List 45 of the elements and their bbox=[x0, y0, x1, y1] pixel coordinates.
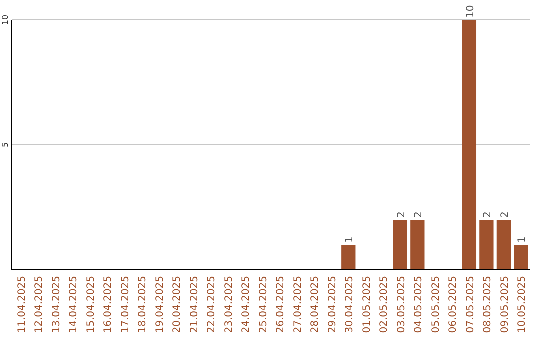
data-label: 10 bbox=[465, 5, 476, 18]
x-tick-label: 07.05.2025 bbox=[465, 276, 476, 334]
x-tick-label: 14.04.2025 bbox=[68, 276, 80, 334]
x-tick-label: 11.04.2025 bbox=[16, 276, 28, 334]
x-tick-label: 30.04.2025 bbox=[344, 276, 356, 334]
x-tick-label: 20.04.2025 bbox=[172, 276, 184, 334]
x-tick-label: 12.04.2025 bbox=[34, 276, 46, 334]
x-tick-label: 28.04.2025 bbox=[310, 276, 322, 334]
bar bbox=[514, 245, 528, 270]
x-tick-label: 19.04.2025 bbox=[154, 276, 166, 334]
x-tick-label: 01.05.2025 bbox=[362, 276, 373, 334]
x-tick-label: 26.04.2025 bbox=[276, 276, 287, 334]
x-tick-label: 17.04.2025 bbox=[120, 276, 132, 334]
data-label: 1 bbox=[344, 236, 356, 243]
data-label: 2 bbox=[500, 212, 511, 218]
x-tick-label: 05.05.2025 bbox=[430, 276, 442, 334]
x-tick-label: 23.04.2025 bbox=[224, 276, 235, 334]
bar bbox=[480, 220, 494, 270]
x-tick-label: 21.04.2025 bbox=[189, 276, 200, 334]
bar bbox=[410, 220, 425, 270]
x-tick-label: 29.04.2025 bbox=[327, 276, 338, 334]
x-tick-label: 16.04.2025 bbox=[103, 276, 114, 334]
x-tick-label: 08.05.2025 bbox=[482, 276, 494, 334]
x-tick-label: 25.04.2025 bbox=[258, 276, 270, 334]
x-tick-label: 03.05.2025 bbox=[396, 276, 408, 334]
x-tick-label: 04.05.2025 bbox=[414, 276, 425, 334]
x-tick-label: 09.05.2025 bbox=[500, 276, 511, 334]
bar bbox=[496, 220, 512, 270]
x-tick-label: 27.04.2025 bbox=[292, 276, 304, 334]
x-tick-label: 18.04.2025 bbox=[138, 276, 149, 334]
x-tick-label: 24.04.2025 bbox=[241, 276, 252, 334]
x-tick-label: 15.04.2025 bbox=[86, 276, 97, 334]
data-label: 2 bbox=[396, 212, 408, 218]
data-label: 2 bbox=[482, 212, 494, 218]
bar bbox=[393, 220, 408, 270]
x-tick-label: 13.04.2025 bbox=[51, 276, 62, 334]
x-tick-label: 10.05.2025 bbox=[517, 276, 528, 334]
data-label: 2 bbox=[414, 212, 425, 218]
data-label: 1 bbox=[517, 236, 528, 243]
y-tick-label: 5 bbox=[1, 142, 10, 148]
x-tick-label: 02.05.2025 bbox=[379, 276, 390, 334]
bar bbox=[462, 20, 477, 270]
x-tick-label: 22.04.2025 bbox=[206, 276, 218, 334]
bar bbox=[342, 245, 356, 270]
x-tick-label: 06.05.2025 bbox=[448, 276, 460, 334]
